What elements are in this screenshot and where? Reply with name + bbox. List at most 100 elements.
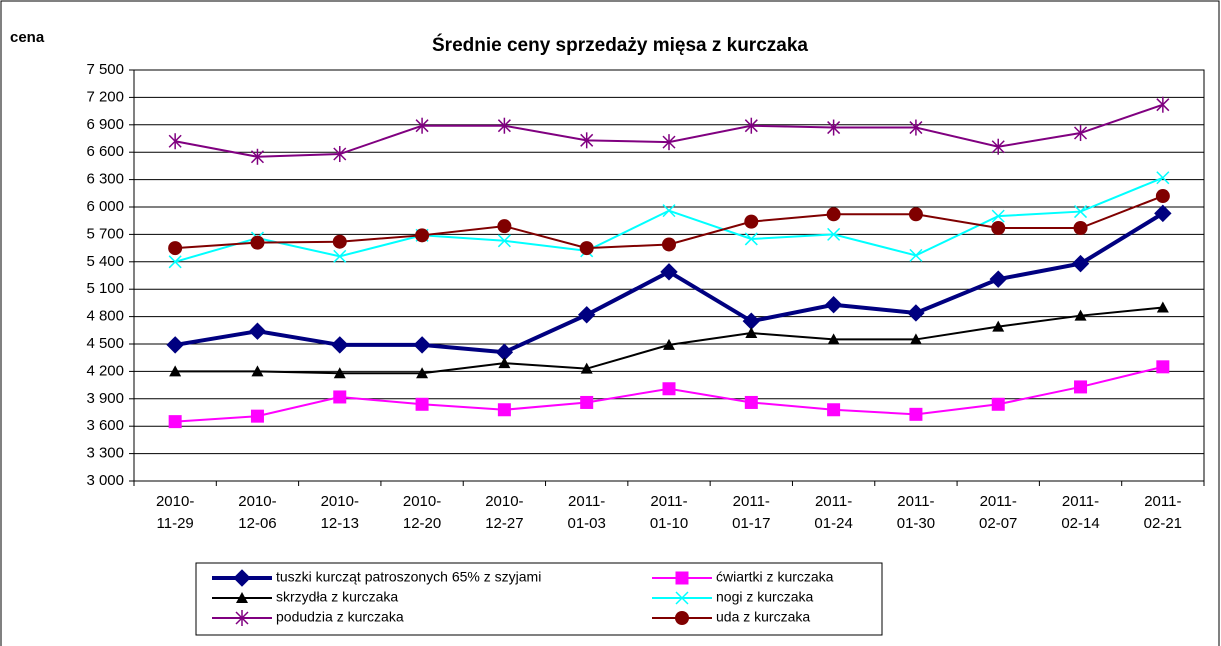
marker-part	[166, 336, 184, 354]
marker-part	[662, 382, 676, 396]
marker	[236, 592, 248, 603]
marker-part	[413, 336, 431, 354]
marker	[1156, 301, 1169, 313]
marker	[331, 336, 349, 354]
marker	[251, 365, 264, 377]
marker-part	[169, 365, 182, 377]
marker	[744, 214, 759, 229]
marker-part	[1156, 301, 1169, 313]
marker-part	[744, 214, 759, 229]
marker	[497, 219, 512, 234]
marker-part	[827, 227, 841, 241]
marker-part	[1074, 309, 1087, 321]
marker	[991, 397, 1005, 411]
marker-part	[577, 306, 596, 324]
x-tick-label: 2010-12-27	[485, 493, 524, 532]
marker-part	[745, 327, 758, 339]
y-tick-label: 4 200	[86, 362, 124, 379]
marker-part	[415, 397, 429, 411]
marker	[498, 357, 511, 369]
marker-part	[992, 320, 1005, 332]
marker	[1156, 171, 1170, 185]
x-tick-label: 2011-02-07	[979, 493, 1018, 532]
marker	[1073, 221, 1088, 236]
marker	[497, 234, 511, 248]
marker-part	[991, 397, 1005, 411]
marker	[577, 306, 596, 324]
marker	[675, 571, 689, 585]
marker	[413, 336, 431, 354]
legend-label: nogi z kurczaka	[716, 589, 813, 605]
legend-label: ćwiartki z kurczaka	[716, 569, 834, 585]
legend-label: podudzia z kurczaka	[276, 609, 404, 625]
marker	[580, 362, 593, 374]
marker-part	[497, 403, 511, 417]
marker-part	[168, 255, 182, 269]
marker	[1074, 309, 1087, 321]
marker	[989, 270, 1007, 288]
marker	[1071, 254, 1090, 273]
marker	[675, 611, 689, 625]
marker-part	[251, 365, 264, 377]
marker	[663, 338, 675, 350]
legend-label: uda z kurczaka	[716, 609, 810, 625]
x-tick-label: 2010-11-29	[155, 493, 195, 532]
marker	[168, 415, 182, 429]
marker-part	[331, 336, 349, 354]
marker	[250, 148, 264, 165]
marker	[991, 138, 1005, 155]
marker	[660, 263, 678, 281]
y-tick-label: 5 400	[86, 253, 124, 270]
marker	[235, 610, 249, 626]
marker	[333, 367, 346, 379]
marker	[580, 395, 594, 409]
marker-part	[1155, 189, 1170, 204]
marker	[992, 320, 1005, 332]
marker	[1156, 96, 1170, 113]
marker-part	[909, 333, 922, 345]
marker	[662, 204, 676, 218]
marker-part	[168, 241, 183, 256]
x-tick-label: 2011-01-24	[814, 493, 853, 532]
marker-part	[1074, 205, 1088, 219]
marker-part	[1156, 360, 1170, 374]
marker	[662, 237, 676, 252]
marker-part	[332, 234, 347, 249]
y-tick-label: 6 000	[86, 198, 124, 215]
marker	[744, 395, 758, 409]
chart-title: Średnie ceny sprzedaży mięsa z kurczaka	[432, 34, 808, 56]
marker-part	[744, 395, 758, 409]
marker	[233, 569, 251, 587]
y-tick-label: 3 600	[86, 417, 124, 434]
legend-label: skrzydła z kurczaka	[276, 589, 398, 605]
marker	[909, 119, 923, 136]
marker	[333, 390, 347, 404]
marker-part	[1071, 254, 1090, 273]
marker	[333, 146, 347, 163]
marker	[169, 365, 182, 377]
marker	[827, 403, 841, 417]
marker-part	[580, 395, 594, 409]
marker-part	[824, 296, 843, 314]
y-tick-label: 4 500	[86, 335, 124, 352]
marker	[497, 403, 511, 417]
marker-part	[1073, 221, 1088, 236]
y-tick-label: 3 000	[86, 472, 124, 489]
marker-part	[415, 228, 430, 243]
x-tick-label: 2011-01-30	[896, 493, 936, 532]
marker	[248, 322, 267, 340]
marker-part	[233, 569, 251, 587]
marker	[744, 117, 758, 134]
marker	[1074, 125, 1088, 142]
marker	[827, 227, 841, 241]
marker-part	[1156, 171, 1170, 185]
marker-part	[333, 249, 347, 263]
marker-part	[579, 241, 594, 256]
marker	[1154, 204, 1172, 223]
y-tick-label: 6 900	[86, 116, 124, 133]
marker	[168, 133, 182, 150]
marker	[1155, 189, 1170, 204]
marker	[1074, 380, 1088, 394]
